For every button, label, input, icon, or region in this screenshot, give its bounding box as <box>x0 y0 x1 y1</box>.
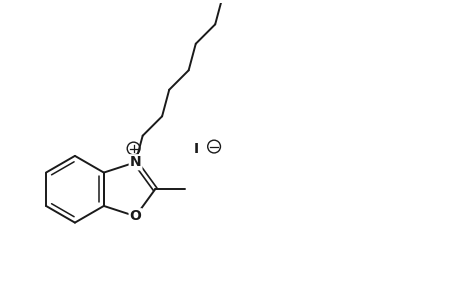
Text: N: N <box>129 155 141 169</box>
Text: O: O <box>129 209 141 223</box>
Text: I: I <box>193 142 199 155</box>
